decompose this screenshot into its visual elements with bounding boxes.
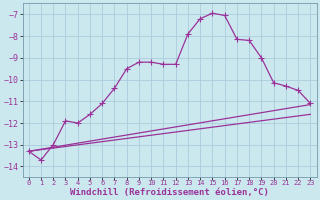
X-axis label: Windchill (Refroidissement éolien,°C): Windchill (Refroidissement éolien,°C): [70, 188, 269, 197]
